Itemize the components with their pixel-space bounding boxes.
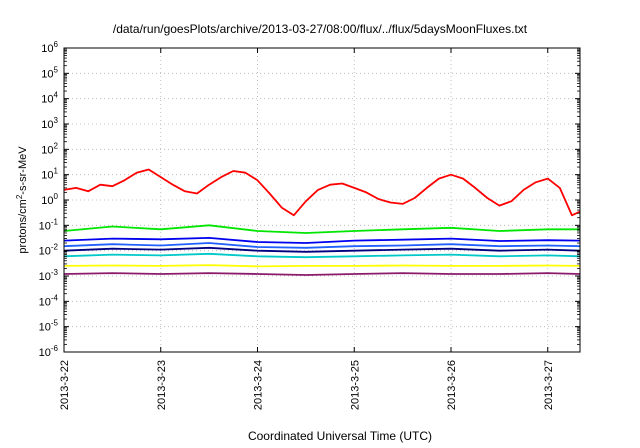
x-tick-label: 2013-3-26	[446, 360, 458, 410]
plot-frame	[63, 47, 581, 353]
y-tick-label: 10-1	[39, 217, 59, 232]
y-tick-label: 106	[41, 40, 58, 55]
x-axis-label: Coordinated Universal Time (UTC)	[247, 429, 433, 443]
y-tick-label: 103	[41, 116, 58, 131]
y-tick-label: 105	[41, 65, 58, 80]
y-tick-label: 10-3	[39, 268, 59, 283]
grid-lines	[64, 48, 580, 352]
y-tick-label: 10-4	[39, 293, 59, 308]
y-tick-label: 100	[41, 192, 58, 207]
series-line-4	[63, 242, 581, 249]
series-line-5	[63, 246, 581, 253]
axis-ticks: 10-6 10-5 10-4 10-3 10-2 10-1 100 101 102 103 104 1…	[39, 40, 580, 410]
series-line-8	[63, 272, 581, 276]
x-tick-label: 2013-3-22	[59, 360, 71, 410]
y-tick-label: 102	[41, 141, 58, 156]
chart-title: /data/run/goesPlots/archive/2013-03-27/0…	[112, 22, 528, 36]
series-lines	[63, 168, 581, 276]
y-axis-label-text: protons/cm2-s-sr-MeV	[15, 146, 29, 254]
y-tick-label: 10-6	[39, 344, 59, 359]
series-line-1	[63, 168, 581, 217]
x-tick-label: 2013-3-23	[156, 360, 168, 410]
series-line-3	[63, 237, 581, 244]
series-line-2	[63, 224, 580, 234]
y-tick-label: 10-5	[39, 319, 59, 334]
y-tick-label: 10-2	[39, 243, 59, 258]
y-axis-label: protons/cm2-s-sr-MeV	[15, 146, 29, 254]
series-line-7	[63, 264, 581, 268]
y-tick-label: 104	[41, 91, 58, 106]
x-tick-label: 2013-3-27	[543, 360, 555, 410]
x-tick-label: 2013-3-24	[253, 360, 265, 410]
x-tick-label: 2013-3-25	[349, 360, 361, 410]
series-line-6	[63, 252, 581, 259]
y-tick-label: 101	[41, 167, 58, 182]
